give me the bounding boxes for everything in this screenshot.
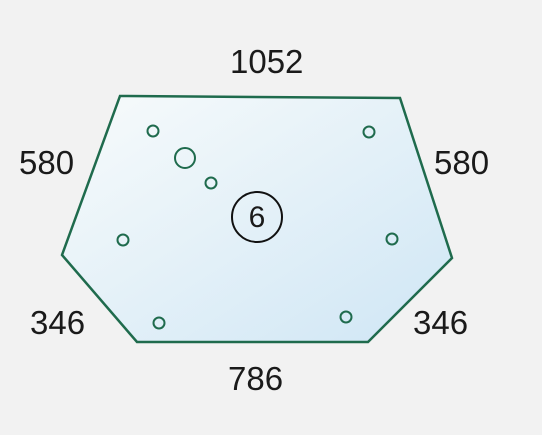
- dimension-bottom: 786: [228, 360, 284, 397]
- mounting-hole: [385, 232, 399, 246]
- mounting-hole: [152, 316, 166, 330]
- mounting-hole: [362, 125, 376, 139]
- panel-outline: [60, 94, 454, 344]
- part-number: 6: [248, 201, 266, 234]
- mounting-hole: [339, 310, 353, 324]
- large-hole: [174, 147, 196, 169]
- dimension-left-lower: 346: [30, 304, 86, 341]
- mounting-hole: [146, 124, 160, 138]
- mounting-hole: [204, 176, 218, 190]
- part-number-circle: [231, 191, 283, 243]
- dimension-right-lower: 346: [413, 304, 469, 341]
- dimension-top: 1052: [230, 43, 304, 80]
- dimension-left-upper: 580: [19, 144, 75, 181]
- mounting-hole: [116, 233, 130, 247]
- dimension-right-upper: 580: [434, 144, 490, 181]
